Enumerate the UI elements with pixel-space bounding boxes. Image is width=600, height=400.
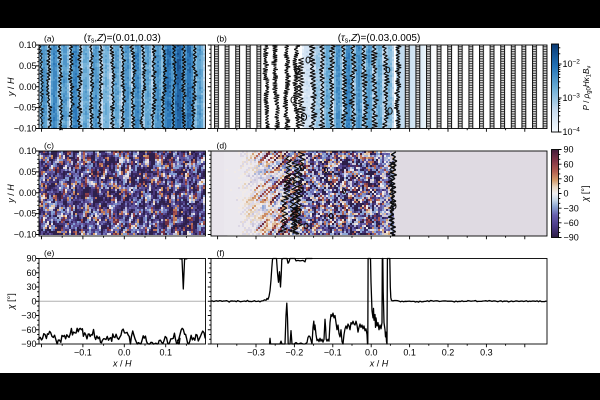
svg-text:0.0: 0.0 bbox=[118, 348, 131, 358]
svg-text:y / H: y / H bbox=[6, 77, 16, 97]
svg-text:0.05: 0.05 bbox=[19, 167, 37, 177]
svg-text:(e): (e) bbox=[44, 248, 55, 258]
svg-text:0.10: 0.10 bbox=[19, 146, 37, 156]
svg-text:60: 60 bbox=[564, 159, 574, 169]
svg-text:−0.10: −0.10 bbox=[14, 230, 37, 240]
svg-text:−0.05: −0.05 bbox=[14, 209, 37, 219]
svg-text:χ [°]: χ [°] bbox=[580, 185, 590, 202]
svg-text:−0.05: −0.05 bbox=[14, 103, 37, 113]
svg-text:−0.1: −0.1 bbox=[324, 348, 342, 358]
svg-text:χ [°]: χ [°] bbox=[6, 293, 16, 310]
svg-text:30: 30 bbox=[26, 282, 36, 292]
svg-text:−30: −30 bbox=[564, 203, 579, 213]
svg-text:(b): (b) bbox=[217, 34, 228, 44]
svg-text:10−3: 10−3 bbox=[563, 93, 581, 104]
svg-text:y / H: y / H bbox=[6, 184, 16, 204]
svg-text:90: 90 bbox=[26, 254, 36, 264]
svg-text:x / H: x / H bbox=[369, 359, 389, 369]
svg-text:(a): (a) bbox=[44, 34, 55, 44]
svg-text:(c): (c) bbox=[44, 141, 54, 151]
svg-text:(τs,Z)=(0.03,0.005): (τs,Z)=(0.03,0.005) bbox=[338, 33, 421, 45]
svg-text:(d): (d) bbox=[217, 141, 228, 151]
svg-text:−90: −90 bbox=[564, 233, 579, 243]
svg-text:−0.3: −0.3 bbox=[247, 348, 265, 358]
svg-text:0.05: 0.05 bbox=[19, 61, 37, 71]
svg-text:0.00: 0.00 bbox=[19, 188, 37, 198]
svg-text:−90: −90 bbox=[21, 339, 36, 349]
svg-text:0: 0 bbox=[564, 189, 569, 199]
svg-text:0.1: 0.1 bbox=[403, 348, 416, 358]
svg-text:0.3: 0.3 bbox=[480, 348, 493, 358]
svg-text:0.10: 0.10 bbox=[19, 40, 37, 50]
svg-text:30: 30 bbox=[564, 174, 574, 184]
svg-text:90: 90 bbox=[564, 145, 574, 155]
svg-text:−30: −30 bbox=[21, 311, 36, 321]
svg-text:−60: −60 bbox=[564, 218, 579, 228]
svg-text:10−4: 10−4 bbox=[563, 127, 581, 138]
svg-text:0.2: 0.2 bbox=[442, 348, 455, 358]
svg-text:60: 60 bbox=[26, 268, 36, 278]
svg-text:0.00: 0.00 bbox=[19, 82, 37, 92]
svg-text:10−2: 10−2 bbox=[563, 59, 581, 70]
svg-text:−60: −60 bbox=[21, 325, 36, 335]
svg-text:x / H: x / H bbox=[112, 359, 132, 369]
svg-text:−0.2: −0.2 bbox=[286, 348, 304, 358]
svg-text:P / ρg0Hκ1Bν: P / ρg0Hκ1Bν bbox=[582, 66, 593, 111]
svg-text:−0.1: −0.1 bbox=[74, 348, 92, 358]
svg-text:−0.10: −0.10 bbox=[14, 124, 37, 134]
svg-text:0: 0 bbox=[31, 296, 36, 306]
svg-text:0.0: 0.0 bbox=[365, 348, 378, 358]
svg-text:(τs,Z)=(0.01,0.03): (τs,Z)=(0.01,0.03) bbox=[84, 33, 161, 45]
svg-text:(f): (f) bbox=[217, 248, 225, 258]
svg-text:0.1: 0.1 bbox=[159, 348, 172, 358]
